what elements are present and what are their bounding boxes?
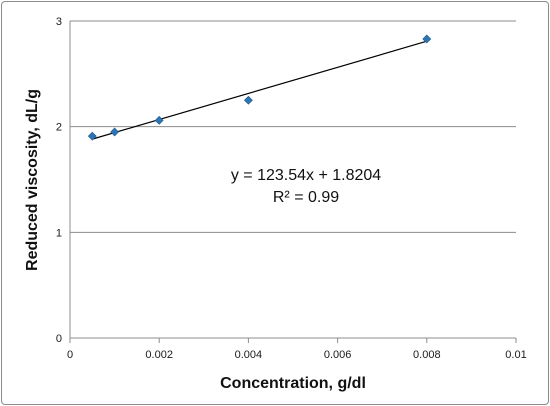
- y-tick-label-1: 1: [56, 227, 62, 239]
- data-point-4: [422, 34, 432, 44]
- x-tick-labels: 0 0.002 0.004 0.006 0.008 0.01: [67, 349, 527, 361]
- x-tick-label-4: 0.008: [413, 349, 441, 361]
- y-tick-label-0: 0: [56, 333, 62, 345]
- x-tick-label-1: 0.002: [145, 349, 173, 361]
- axis-layer: [69, 21, 517, 343]
- y-tick-label-2: 2: [56, 122, 62, 134]
- y-axis-title: Reduced viscosity, dL/g: [24, 89, 41, 271]
- data-point-1: [110, 127, 120, 137]
- trendline-equation: y = 123.54x + 1.8204: [231, 167, 381, 184]
- x-tick-label-2: 0.004: [235, 349, 263, 361]
- data-point-0: [87, 131, 97, 141]
- trendline: [92, 40, 427, 140]
- x-tick-label-3: 0.006: [324, 349, 352, 361]
- data-points: [87, 34, 432, 141]
- trendline-layer: [92, 40, 427, 140]
- grid-layer: [70, 20, 516, 233]
- x-tick-label-0: 0: [67, 349, 73, 361]
- y-tick-label-3: 3: [56, 16, 62, 28]
- x-axis-title: Concentration, g/dl: [220, 375, 366, 392]
- r-squared-label: R² = 0.99: [273, 189, 339, 206]
- data-point-2: [154, 115, 164, 125]
- y-tick-labels: 0 1 2 3: [56, 16, 62, 345]
- data-point-3: [243, 95, 253, 105]
- x-tick-label-5: 0.01: [505, 349, 526, 361]
